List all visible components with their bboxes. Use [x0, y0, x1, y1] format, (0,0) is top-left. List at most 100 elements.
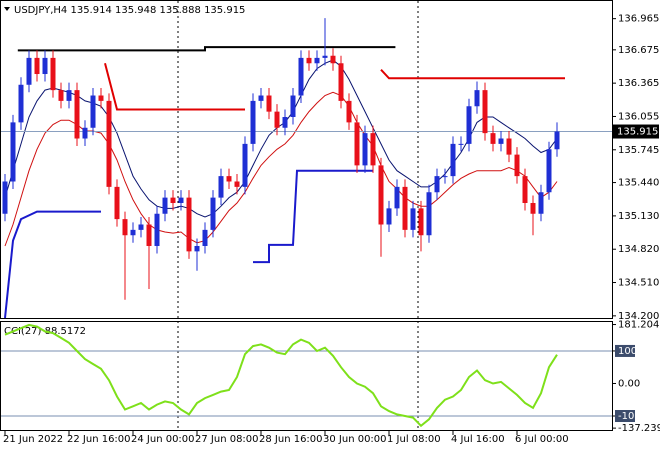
- candle-body: [58, 90, 64, 101]
- candle-body: [226, 176, 232, 182]
- candle-body: [554, 131, 560, 150]
- candle-body: [274, 111, 280, 128]
- candle-body: [258, 95, 264, 101]
- candle-body: [458, 143, 464, 145]
- candle-body: [154, 213, 160, 246]
- y-tick-label: 134.200: [618, 311, 659, 322]
- candle-body: [346, 100, 352, 123]
- candle-body: [138, 224, 144, 230]
- candle-body: [482, 90, 488, 134]
- candle-body: [210, 197, 216, 230]
- x-tick-label: 24 Jun 00:00: [131, 434, 195, 445]
- candle-body: [418, 208, 424, 236]
- candle-body: [290, 95, 296, 118]
- candle-body: [178, 197, 184, 203]
- candle-body: [530, 202, 536, 214]
- x-tick-label: 27 Jun 08:00: [195, 434, 259, 445]
- candle-body: [506, 138, 512, 155]
- candle-body: [162, 197, 168, 214]
- moving-average: [4, 91, 558, 247]
- x-tick-label: 21 Jun 2022: [3, 434, 63, 445]
- y-tick-label: -137.239: [618, 423, 660, 434]
- x-tick-label: 22 Jun 16:00: [67, 434, 131, 445]
- x-tick-label: 30 Jun 00:00: [323, 434, 387, 445]
- level-line: [4, 210, 101, 319]
- candle-body: [498, 138, 504, 144]
- candle-body: [2, 181, 8, 214]
- candle-body: [218, 176, 224, 198]
- candle-body: [10, 122, 16, 182]
- y-tick-label: 135.130: [618, 211, 659, 222]
- x-tick-label: 6 Jul 00:00: [515, 434, 569, 445]
- candle-body: [426, 192, 432, 236]
- level-line: [17, 46, 396, 52]
- candle-body: [394, 186, 400, 209]
- candle-body: [514, 154, 520, 177]
- moving-average: [4, 59, 558, 218]
- y-tick-label: 134.820: [618, 244, 659, 255]
- candle-body: [34, 57, 40, 75]
- candle-body: [442, 176, 448, 178]
- candle-body: [202, 229, 208, 246]
- candle-body: [386, 208, 392, 225]
- chart-title: USDJPY,H4 135.914 135.948 135.888 135.91…: [14, 5, 245, 16]
- candle-body: [522, 176, 528, 203]
- candle-body: [66, 90, 72, 101]
- y-tick-label: 136.055: [618, 111, 659, 122]
- candle-body: [130, 229, 136, 236]
- candle-body: [306, 57, 312, 64]
- candle-body: [266, 95, 272, 112]
- x-tick-label: 28 Jun 16:00: [259, 434, 323, 445]
- candle-body: [314, 57, 320, 64]
- candle-body: [98, 95, 104, 101]
- level-box: [615, 344, 635, 357]
- level-line: [104, 63, 245, 111]
- candle-body: [82, 127, 88, 139]
- y-tick-label: -100: [618, 411, 641, 422]
- indicator-frame: [0, 321, 613, 431]
- candle-body: [250, 100, 256, 144]
- title-arrow: [4, 7, 10, 11]
- level-line: [253, 169, 373, 264]
- y-tick-label: 136.365: [618, 78, 659, 89]
- candle-body: [370, 133, 376, 166]
- candle-body: [282, 117, 288, 128]
- x-tick-label: 1 Jul 08:00: [387, 434, 441, 445]
- candle-body: [338, 63, 344, 101]
- y-tick-label: 135.745: [618, 145, 659, 156]
- candle-body: [18, 84, 24, 123]
- candle-body: [378, 165, 384, 225]
- candle-body: [354, 122, 360, 166]
- candle-body: [186, 197, 192, 252]
- candle-body: [466, 106, 472, 144]
- candle-body: [242, 143, 248, 187]
- y-tick-label: 181.2046: [618, 320, 660, 331]
- y-tick-label: 136.965: [618, 14, 659, 25]
- candle-body: [298, 57, 304, 96]
- candle-body: [42, 57, 48, 75]
- level-line: [380, 69, 565, 80]
- candle-body: [538, 192, 544, 214]
- candle-body: [170, 197, 176, 203]
- x-tick-label: 4 Jul 16:00: [451, 434, 505, 445]
- candle-body: [546, 149, 552, 193]
- candle-body: [330, 55, 336, 64]
- y-tick-label: 100: [618, 346, 637, 357]
- candle-body: [362, 133, 368, 166]
- candle-body: [474, 90, 480, 107]
- candle-body: [490, 133, 496, 144]
- y-tick-label: 135.440: [618, 178, 659, 189]
- candle-body: [74, 90, 80, 139]
- last-price-box: [613, 124, 659, 139]
- cci-line: [4, 323, 558, 428]
- y-tick-label: 0.00: [618, 378, 640, 389]
- candle-body: [90, 95, 96, 128]
- y-tick-label: 136.675: [618, 45, 659, 56]
- candle-body: [234, 181, 240, 187]
- level-box: [615, 410, 635, 423]
- candle-body: [410, 208, 416, 230]
- candle-body: [194, 245, 200, 252]
- candle-body: [402, 186, 408, 230]
